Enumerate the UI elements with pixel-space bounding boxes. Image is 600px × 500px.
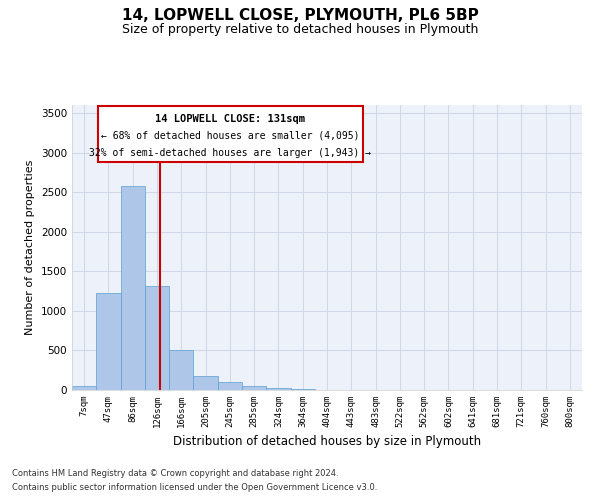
Y-axis label: Number of detached properties: Number of detached properties	[25, 160, 35, 335]
Bar	[242, 386, 266, 390]
Text: 14 LOPWELL CLOSE: 131sqm: 14 LOPWELL CLOSE: 131sqm	[155, 114, 305, 124]
Text: 32% of semi-detached houses are larger (1,943) →: 32% of semi-detached houses are larger (…	[89, 148, 371, 158]
Bar	[266, 388, 290, 390]
FancyBboxPatch shape	[97, 106, 363, 162]
Text: Contains HM Land Registry data © Crown copyright and database right 2024.: Contains HM Land Registry data © Crown c…	[12, 468, 338, 477]
Bar	[72, 386, 96, 390]
Text: Size of property relative to detached houses in Plymouth: Size of property relative to detached ho…	[122, 22, 478, 36]
Bar	[121, 186, 145, 390]
Bar	[218, 382, 242, 390]
Bar	[290, 389, 315, 390]
Text: 14, LOPWELL CLOSE, PLYMOUTH, PL6 5BP: 14, LOPWELL CLOSE, PLYMOUTH, PL6 5BP	[122, 8, 478, 22]
Bar	[96, 294, 121, 390]
Bar	[145, 286, 169, 390]
Text: ← 68% of detached houses are smaller (4,095): ← 68% of detached houses are smaller (4,…	[101, 131, 359, 141]
Bar	[169, 350, 193, 390]
Text: Contains public sector information licensed under the Open Government Licence v3: Contains public sector information licen…	[12, 484, 377, 492]
Bar	[193, 376, 218, 390]
X-axis label: Distribution of detached houses by size in Plymouth: Distribution of detached houses by size …	[173, 436, 481, 448]
